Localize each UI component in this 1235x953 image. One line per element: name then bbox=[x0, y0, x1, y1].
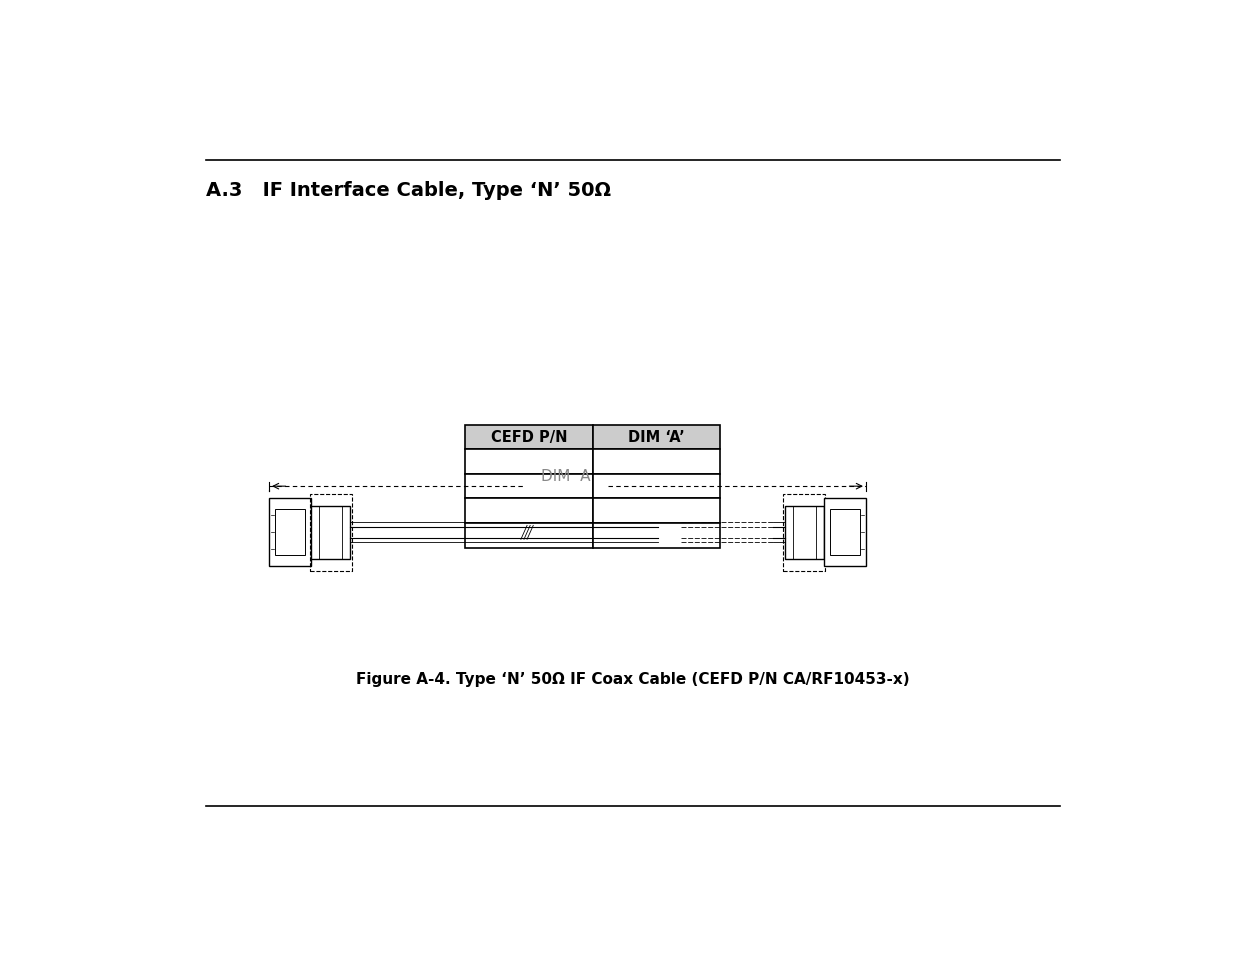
Bar bbox=[269, 499, 311, 567]
Bar bbox=[593, 425, 720, 450]
Bar bbox=[466, 523, 593, 548]
Bar bbox=[824, 499, 866, 567]
Bar bbox=[783, 495, 825, 571]
Text: DIM  A: DIM A bbox=[541, 469, 590, 483]
Bar bbox=[275, 510, 305, 556]
Bar bbox=[593, 475, 720, 499]
Bar bbox=[593, 450, 720, 475]
Bar bbox=[466, 499, 593, 523]
Text: A.3   IF Interface Cable, Type ‘N’ 50Ω: A.3 IF Interface Cable, Type ‘N’ 50Ω bbox=[206, 181, 611, 200]
Bar bbox=[466, 475, 593, 499]
Bar bbox=[785, 507, 824, 559]
Text: Figure A-4. Type ‘N’ 50Ω IF Coax Cable (CEFD P/N CA/RF10453-x): Figure A-4. Type ‘N’ 50Ω IF Coax Cable (… bbox=[356, 672, 909, 686]
Bar bbox=[311, 507, 350, 559]
Bar bbox=[593, 499, 720, 523]
Ellipse shape bbox=[521, 523, 534, 543]
Text: DIM ‘A’: DIM ‘A’ bbox=[627, 430, 684, 445]
Bar bbox=[593, 523, 720, 548]
Bar bbox=[466, 425, 593, 450]
Bar bbox=[310, 495, 352, 571]
Bar bbox=[466, 450, 593, 475]
Text: CEFD P/N: CEFD P/N bbox=[490, 430, 567, 445]
Bar bbox=[830, 510, 860, 556]
